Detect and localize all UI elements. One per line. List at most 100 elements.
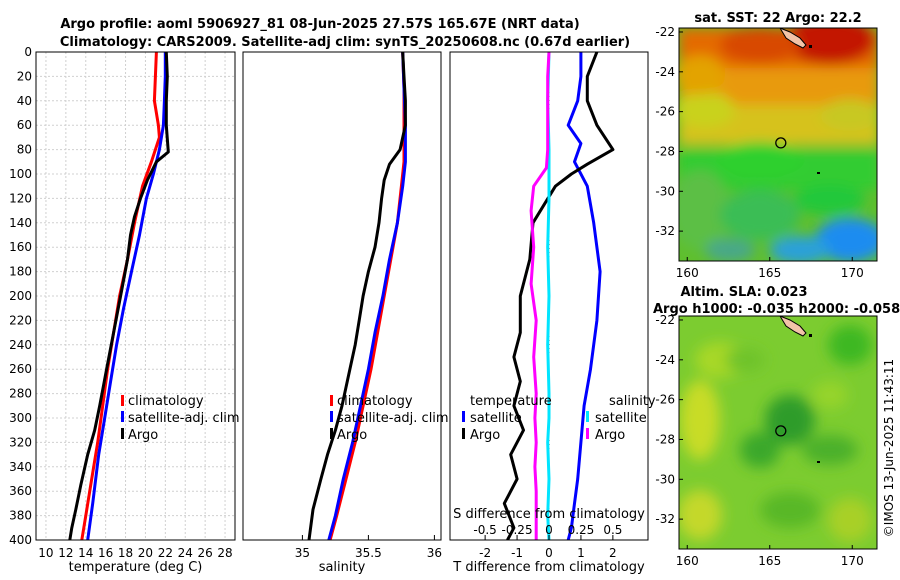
- temperature-x-ticks: 10 12 14 16 18 20 22 24 26 28: [38, 546, 232, 560]
- sst-land-islet: [817, 172, 820, 174]
- legend-s-satellite-label: satellite: [595, 411, 647, 426]
- legend-satellite-label: satellite-adj. clim: [337, 411, 449, 426]
- series-line-argo: [307, 52, 407, 540]
- legend-satellite-swatch: [121, 411, 124, 422]
- map-lat-tick-label: -32: [655, 512, 675, 526]
- legend-t-satellite-swatch: [462, 411, 465, 422]
- map-lat-tick-label: -28: [655, 432, 675, 446]
- salinity-x-ticks: 35 35.5 36: [295, 535, 442, 560]
- map-lon-tick-label: 160: [676, 266, 699, 280]
- map-lat-tick-label: -24: [655, 65, 675, 79]
- sla-field: [679, 316, 877, 549]
- y-tick-label: 260: [9, 362, 32, 376]
- sst-map-frame: [678, 27, 878, 262]
- sla-argo-position-marker: [775, 425, 787, 437]
- depth-y-ticks: 0 20 40 60 80 100 120 140 160 180 200 220 240 260 280 3…: [9, 45, 32, 547]
- legend-t-argo-swatch: [462, 428, 465, 439]
- map-lon-tick-label: 170: [841, 266, 864, 280]
- x-tick-label: 22: [158, 546, 173, 560]
- s-x-tick-label: 0.5: [603, 523, 622, 537]
- map-lon-tick-label: 165: [758, 266, 781, 280]
- sst-land-new-caledonia: [779, 28, 807, 49]
- difference-lines: [502, 52, 615, 540]
- map-lat-tick-label: -26: [655, 393, 675, 407]
- legend-climatology-label: climatology: [337, 394, 413, 409]
- y-tick-label: 40: [17, 94, 32, 108]
- map-lon-tick-label: 170: [841, 554, 864, 568]
- map-lat-tick-label: -22: [655, 25, 675, 39]
- legend-s-argo-label: Argo: [595, 428, 625, 443]
- y-tick-label: 140: [9, 216, 32, 230]
- figure-title-line1: Argo profile: aoml 5906927_81 08-Jun-202…: [60, 17, 579, 32]
- y-tick-label: 320: [9, 435, 32, 449]
- sla-map-subtitle: Argo h1000: -0.035 h2000: -0.058: [653, 302, 900, 317]
- y-tick-label: 120: [9, 191, 32, 205]
- temperature-x-label: temperature (deg C): [69, 560, 203, 575]
- temperature-axes-frame: [35, 51, 236, 541]
- map-lat-tick-label: -32: [655, 224, 675, 238]
- legend-climatology-swatch: [330, 395, 333, 406]
- series-line-argo: [68, 52, 170, 540]
- difference-legend-salinity: salinity satellite Argo: [586, 394, 656, 443]
- sst-field-blobs: [679, 28, 877, 261]
- sst-field: [679, 28, 877, 261]
- x-tick-label: 14: [78, 546, 93, 560]
- map-lat-tick-label: -30: [655, 184, 675, 198]
- map-lat-tick-label: -26: [655, 105, 675, 119]
- legend-climatology-label: climatology: [128, 394, 204, 409]
- sst-map-ticks: 160 165 170 -22 -24 -26 -28 -30 -32: [655, 25, 863, 280]
- difference-panel: -2 -1 0 1 2 -0.5 -0.25 0 0.25 0.5 T difference f…: [449, 51, 656, 575]
- legend-s-argo-swatch: [586, 428, 589, 439]
- sla-map-frame: [678, 315, 878, 550]
- figure-title-line2: Climatology: CARS2009. Satellite-adj cli…: [60, 35, 630, 50]
- y-tick-label: 280: [9, 387, 32, 401]
- series-line-satellite-adj-clim: [86, 52, 167, 540]
- t-x-tick-label: 2: [609, 546, 617, 560]
- sst-land-islet: [809, 45, 812, 48]
- x-tick-label: 18: [118, 546, 133, 560]
- x-tick-label: 24: [178, 546, 193, 560]
- x-tick-label: 26: [198, 546, 213, 560]
- legend-t-argo-label: Argo: [470, 428, 500, 443]
- legend-argo-swatch: [330, 428, 333, 439]
- y-tick-label: 20: [17, 69, 32, 83]
- x-tick-label: 10: [38, 546, 53, 560]
- temperature-legend: climatology satellite-adj. clim Argo: [121, 394, 240, 443]
- y-tick-label: 380: [9, 509, 32, 523]
- x-tick-label: 16: [98, 546, 113, 560]
- y-tick-label: 80: [17, 143, 32, 157]
- series-line-climatology: [328, 52, 406, 540]
- x-tick-label: 36: [427, 546, 442, 560]
- t-difference-x-ticks: -2 -1 0 1 2: [479, 535, 617, 560]
- s-x-tick-label: -0.25: [502, 523, 533, 537]
- x-tick-label: 20: [138, 546, 153, 560]
- series-line-satellite-adj-clim: [327, 52, 407, 540]
- legend-argo-swatch: [121, 428, 124, 439]
- series-line-t-argo: [502, 52, 615, 540]
- map-lon-tick-label: 165: [758, 554, 781, 568]
- y-tick-label: 100: [9, 167, 32, 181]
- imos-watermark: ©IMOS 13-Jun-2025 11:43:11: [882, 359, 896, 537]
- s-difference-x-label: S difference from climatology: [453, 507, 645, 522]
- salinity-x-label: salinity: [319, 560, 366, 575]
- salinity-axes-frame: [242, 51, 442, 541]
- y-tick-label: 220: [9, 313, 32, 327]
- legend-argo-label: Argo: [128, 428, 158, 443]
- y-tick-label: 240: [9, 338, 32, 352]
- t-x-tick-label: 1: [577, 546, 585, 560]
- map-lat-tick-label: -28: [655, 144, 675, 158]
- s-x-tick-label: -0.5: [473, 523, 496, 537]
- s-difference-x-ticks: -0.5 -0.25 0 0.25 0.5: [473, 523, 622, 537]
- temperature-panel: 10 12 14 16 18 20 22 24 26 28 0 20 40 60 80 100 120 140 1…: [9, 45, 240, 575]
- sla-map: Altim. SLA: 0.023 Argo h1000: -0.035 h20…: [653, 285, 900, 568]
- y-tick-label: 0: [24, 45, 32, 59]
- y-tick-label: 400: [9, 533, 32, 547]
- temperature-grid: [36, 51, 235, 541]
- y-tick-label: 200: [9, 289, 32, 303]
- legend-salinity-title: salinity: [609, 394, 656, 409]
- sst-argo-position-marker: [775, 137, 787, 149]
- sla-land-islet: [809, 334, 812, 337]
- x-tick-label: 35.5: [355, 546, 382, 560]
- legend-climatology-swatch: [121, 395, 124, 406]
- sla-land-new-caledonia: [779, 316, 807, 337]
